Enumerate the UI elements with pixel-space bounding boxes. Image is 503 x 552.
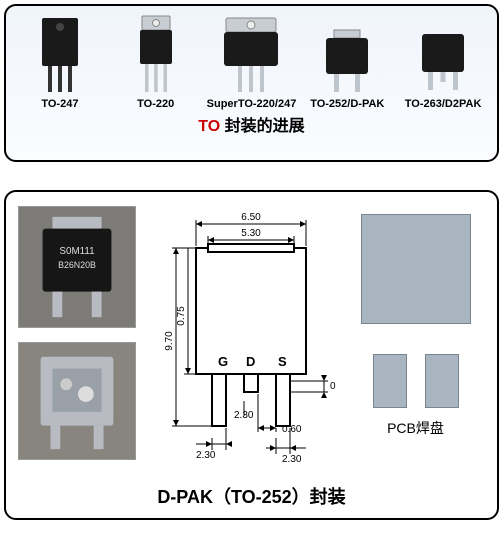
package-to252: TO-252/D-PAK bbox=[301, 26, 393, 110]
photo-column: S0M111 B26N20B bbox=[18, 206, 136, 471]
pcb-pad-left bbox=[373, 354, 407, 408]
dim-lead-h: 0.80 bbox=[330, 381, 336, 392]
dpak-detail-panel: S0M111 B26N20B bbox=[4, 190, 499, 520]
component-top-photo: S0M111 B26N20B bbox=[18, 206, 136, 328]
package-label: TO-252/D-PAK bbox=[310, 98, 384, 110]
package-label: TO-263/D2PAK bbox=[405, 98, 482, 110]
package-to220: TO-220 bbox=[110, 14, 202, 110]
pin-s: S bbox=[278, 354, 287, 369]
packages-evolution-panel: TO-247 TO-220 SuperTO-220/247 bbox=[4, 4, 499, 162]
to263-icon bbox=[412, 26, 474, 96]
pcb-tab-pad bbox=[361, 214, 471, 324]
dim-lead-gap: 0.60 bbox=[282, 424, 302, 435]
top-panel-title: TO 封装的进展 bbox=[6, 112, 497, 142]
detail-grid: S0M111 B26N20B bbox=[18, 206, 485, 471]
dim-h-outer: 9.70 bbox=[164, 331, 175, 351]
superto-icon bbox=[214, 14, 288, 96]
pcb-label: PCB焊盘 bbox=[387, 418, 444, 438]
title-text: 封装的进展 bbox=[220, 118, 304, 135]
dim-w-inner: 5.30 bbox=[241, 228, 261, 239]
component-bottom-photo bbox=[18, 342, 136, 460]
dimension-drawing: 6.50 5.30 G D S bbox=[146, 206, 336, 471]
svg-text:S0M111: S0M111 bbox=[59, 246, 94, 257]
pin-d: D bbox=[246, 354, 255, 369]
dim-h-inner: 0.75 bbox=[176, 306, 187, 326]
pcb-pin-pads bbox=[373, 354, 459, 408]
dim-center-w: 2.30 bbox=[234, 410, 254, 421]
package-label: TO-247 bbox=[41, 98, 78, 110]
to252-icon bbox=[316, 26, 378, 96]
title-highlight: TO bbox=[198, 118, 220, 135]
package-label: TO-220 bbox=[137, 98, 174, 110]
to220-icon bbox=[126, 14, 186, 96]
pcb-footprint: PCB焊盘 bbox=[346, 206, 485, 471]
package-to263: TO-263/D2PAK bbox=[397, 26, 489, 110]
pcb-pad-right bbox=[425, 354, 459, 408]
dim-lead-w2: 2.30 bbox=[282, 454, 302, 465]
to247-icon bbox=[30, 14, 90, 96]
bottom-panel-title: D-PAK（TO-252）封装 bbox=[18, 483, 485, 509]
packages-row: TO-247 TO-220 SuperTO-220/247 bbox=[6, 6, 497, 112]
package-to247: TO-247 bbox=[14, 14, 106, 110]
dim-lead-w1: 2.30 bbox=[196, 450, 216, 461]
dim-w-outer: 6.50 bbox=[241, 212, 261, 223]
pin-g: G bbox=[218, 354, 228, 369]
package-label: SuperTO-220/247 bbox=[207, 98, 297, 110]
package-superto: SuperTO-220/247 bbox=[205, 14, 297, 110]
svg-text:B26N20B: B26N20B bbox=[58, 260, 96, 270]
